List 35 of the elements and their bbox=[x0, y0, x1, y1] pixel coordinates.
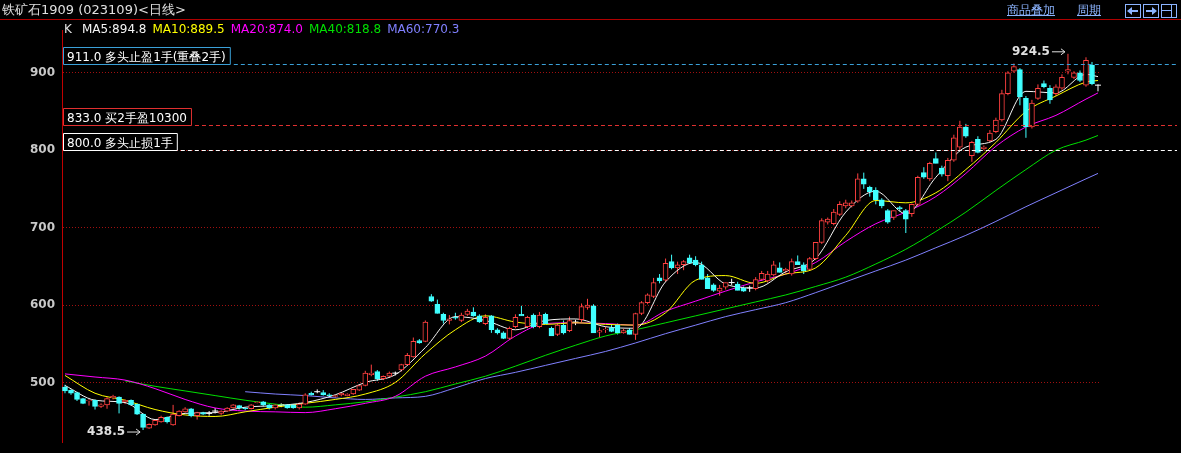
text: MA60:770.3 bbox=[387, 22, 460, 36]
candlestick bbox=[1005, 70, 1011, 96]
candlestick bbox=[927, 161, 933, 182]
candlestick bbox=[116, 395, 122, 414]
ref-line-label: 911.0 多头止盈1手(重叠2手) bbox=[67, 49, 226, 64]
candlestick bbox=[854, 172, 861, 204]
text: 商品叠加 bbox=[1007, 2, 1055, 19]
candlestick bbox=[1083, 56, 1089, 88]
y-tick-label: 600 bbox=[29, 297, 55, 312]
ref-line-label: 833.0 买2手盈10300 bbox=[67, 110, 187, 125]
candlestick bbox=[902, 208, 909, 234]
annotation: 438.5 bbox=[87, 424, 126, 439]
candlestick bbox=[170, 404, 176, 427]
ref-line-label: 800.0 多头止损1手 bbox=[67, 135, 173, 150]
text: MA40:818.8 bbox=[308, 22, 382, 36]
candlestick bbox=[1029, 99, 1035, 130]
annotation: 924.5 bbox=[1012, 43, 1050, 58]
candlestick bbox=[957, 120, 963, 151]
y-tick-label: 500 bbox=[29, 374, 55, 389]
candlestick bbox=[945, 157, 951, 182]
candlestick bbox=[1047, 84, 1053, 105]
legend-title: K bbox=[64, 22, 72, 36]
line-series bbox=[244, 172, 1099, 400]
y-tick-label: 900 bbox=[29, 64, 55, 79]
text: MA10:889.5 bbox=[152, 22, 225, 36]
text: MA20:874.0 bbox=[230, 22, 303, 36]
text: MA5:894.8 bbox=[81, 22, 147, 36]
text: 周期 bbox=[1077, 2, 1101, 19]
candlestick bbox=[969, 140, 975, 163]
candlestick bbox=[86, 398, 92, 407]
candlestick bbox=[1089, 61, 1095, 86]
y-tick-label: 700 bbox=[29, 219, 55, 234]
candlestick bbox=[951, 134, 957, 163]
chart-title: 铁矿石1909 (023109)<日线> bbox=[2, 1, 186, 19]
y-tick-label: 800 bbox=[29, 142, 55, 157]
